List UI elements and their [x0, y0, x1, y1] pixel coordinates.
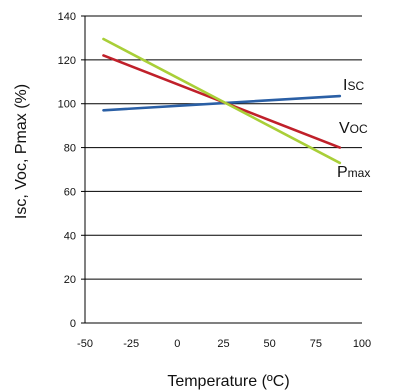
- y-tick-label: 100: [58, 99, 76, 111]
- y-tick-label: 60: [64, 186, 76, 198]
- series-label-voc: VOC: [339, 120, 368, 137]
- series-label-sub: OC: [350, 122, 368, 136]
- series-label-main: I: [343, 77, 347, 94]
- x-tick-label: 75: [310, 338, 322, 350]
- x-tick-label: 100: [353, 338, 371, 350]
- x-tick-label: -50: [77, 338, 93, 350]
- series-label-pmax: Pmax: [337, 164, 370, 181]
- x-axis-title: Temperature (ºC): [167, 373, 289, 390]
- x-tick-label: 0: [174, 338, 180, 350]
- y-axis-title: Isc, Voc, Pmax (%): [13, 84, 30, 219]
- x-tick-label: 25: [217, 338, 229, 350]
- y-tick-label: 0: [70, 318, 76, 330]
- series-label-main: V: [339, 120, 350, 137]
- series-label-main: P: [337, 164, 348, 181]
- y-tick-label: 120: [58, 55, 76, 67]
- series-label-sub: SC: [347, 79, 364, 93]
- series-line-isc: [102, 94, 342, 112]
- series-label-sub: max: [348, 166, 371, 180]
- x-tick-label: 50: [264, 338, 276, 350]
- y-tick-label: 140: [58, 11, 76, 23]
- y-tick-label: 40: [64, 230, 76, 242]
- y-tick-label: 20: [64, 274, 76, 286]
- x-tick-label: -25: [123, 338, 139, 350]
- series-line-pmax: [102, 37, 342, 165]
- series-label-isc: ISC: [343, 77, 364, 94]
- y-tick-label: 80: [64, 143, 76, 155]
